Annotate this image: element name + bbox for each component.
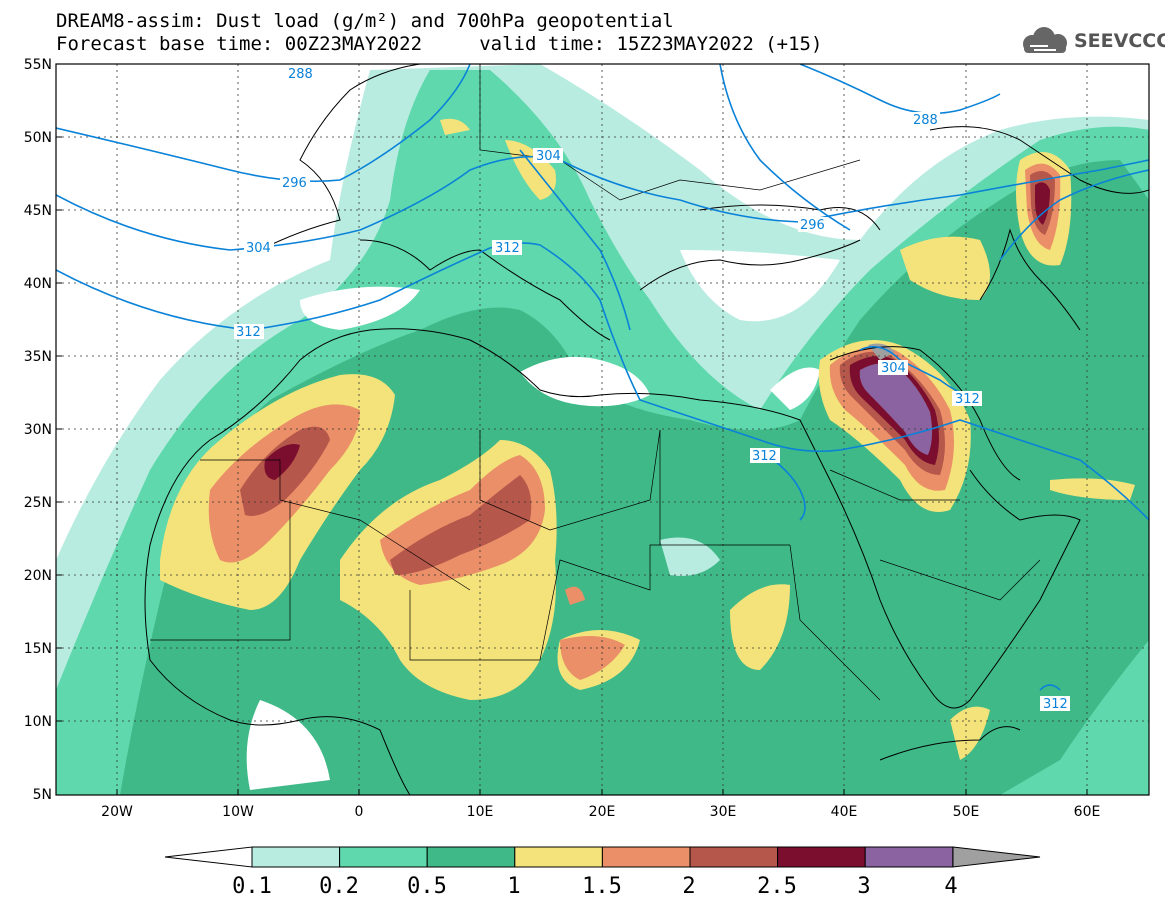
contour-label: 296 [800, 218, 825, 233]
map-title: DREAM8-assim: Dust load (g/m²) and 700hP… [56, 10, 674, 32]
colorbar-low-arrow [164, 846, 253, 868]
lat-label: 30N [24, 422, 52, 438]
longitude-labels: 20W 10W 0 10E 20E 30E 40E 50E 60E [101, 804, 1100, 820]
colorbar-label: 0.1 [232, 874, 272, 899]
contour-label: 288 [288, 67, 313, 82]
lat-label: 35N [24, 349, 52, 365]
colorbar-cell [339, 846, 428, 868]
colorbar-cell [601, 846, 691, 868]
lon-label: 60E [1074, 804, 1101, 820]
lat-label: 15N [24, 641, 52, 657]
seevccc-cloud-logo-icon [1023, 27, 1067, 53]
lat-label: 5N [33, 787, 52, 803]
colorbar-high-arrow [952, 846, 1041, 868]
contour-labels: 288 288 296 296 304 304 304 312 312 312 … [234, 66, 1070, 712]
lon-label: 10W [222, 804, 254, 820]
latitude-labels: 55N 50N 45N 40N 35N 30N 25N 20N 15N 10N … [24, 57, 52, 803]
graticule [56, 64, 1149, 795]
colorbar-cell [251, 846, 341, 868]
lon-label: 10E [467, 804, 494, 820]
contour-label: 304 [246, 241, 271, 256]
contour-label: 312 [752, 449, 777, 464]
colorbar-label: 1 [507, 874, 520, 899]
contour-label: 312 [236, 325, 261, 340]
lon-label: 0 [355, 804, 364, 820]
logo-text: SEEVCCC [1074, 30, 1165, 52]
colorbar-cell [689, 846, 779, 868]
contour-label: 312 [1043, 697, 1068, 712]
colorbar-label: 2.5 [757, 874, 797, 899]
lon-label: 50E [953, 804, 980, 820]
lon-label: 20E [589, 804, 616, 820]
lat-label: 40N [24, 276, 52, 292]
contour-label: 304 [881, 361, 906, 376]
contour-label: 296 [282, 176, 307, 191]
contour-label: 312 [495, 241, 520, 256]
lon-label: 40E [831, 804, 858, 820]
country-borders [150, 64, 1041, 701]
lon-label: 20W [101, 804, 133, 820]
contour-label: 304 [536, 149, 561, 164]
colorbar-label: 1.5 [582, 874, 622, 899]
colorbar-label: 2 [682, 874, 695, 899]
map-panel: 288 288 296 296 304 304 304 312 312 312 … [56, 64, 1149, 795]
lat-label: 25N [24, 495, 52, 511]
colorbar-label: 3 [857, 874, 870, 899]
colorbar-label: 0.5 [407, 874, 447, 899]
colorbar: 0.1 0.2 0.5 1 1.5 2 2.5 3 4 [164, 846, 1041, 899]
lat-label: 45N [24, 203, 52, 219]
colorbar-cell [514, 846, 603, 868]
lat-label: 10N [24, 714, 52, 730]
colorbar-cell [777, 846, 866, 868]
dust-field [56, 64, 1149, 795]
contour-label: 312 [955, 392, 980, 407]
forecast-time-line: Forecast base time: 00Z23MAY2022 valid t… [56, 33, 823, 55]
contour-label: 288 [913, 113, 938, 128]
colorbar-cell [426, 846, 516, 868]
lon-label: 30E [710, 804, 737, 820]
coastlines [144, 64, 1149, 795]
colorbar-label: 0.2 [319, 874, 359, 899]
colorbar-label: 4 [944, 874, 957, 899]
axis-ticks [56, 63, 1088, 795]
lat-label: 50N [24, 130, 52, 146]
lat-label: 55N [24, 57, 52, 73]
lat-label: 20N [24, 568, 52, 584]
colorbar-cell [864, 846, 954, 868]
